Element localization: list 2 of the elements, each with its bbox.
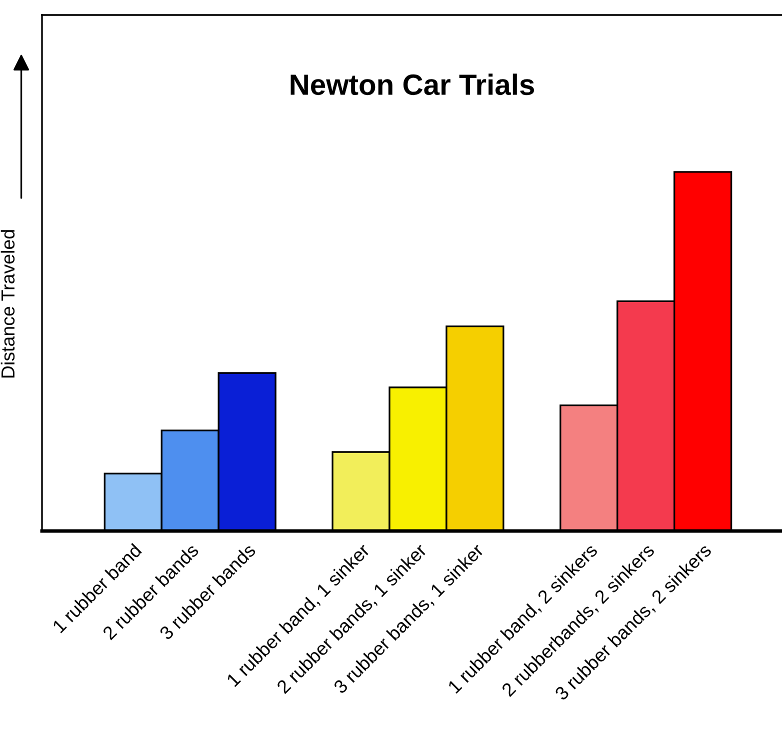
y-axis-title: Distance Traveled (0, 230, 15, 378)
chart-title: Newton Car Trials (290, 74, 534, 96)
